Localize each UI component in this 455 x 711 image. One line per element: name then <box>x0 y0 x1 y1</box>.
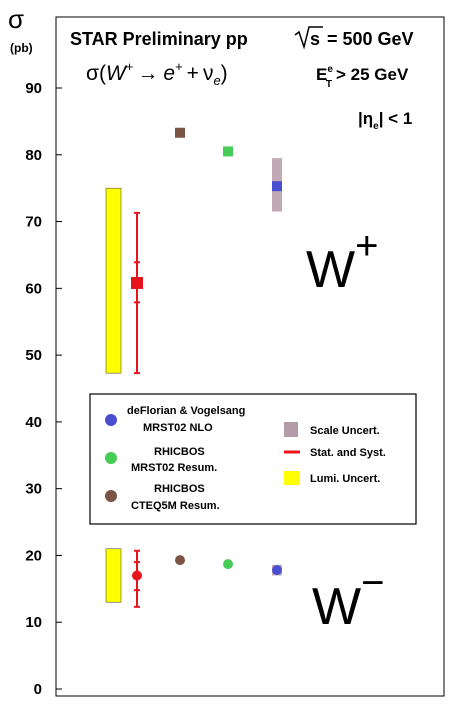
y-axis-ticks: 0 10 20 30 40 50 60 70 80 90 <box>25 80 62 698</box>
theory-rhicbos_cteq-w-minus <box>175 555 185 566</box>
legend-label-rhicbos-cteq-2: CTEQ5M Resum. <box>131 500 220 512</box>
lumi-bar-w-minus <box>105 548 122 603</box>
y-axis-symbol: σ <box>8 4 24 34</box>
y-tick-label-40: 40 <box>25 414 42 431</box>
legend-label-lumi: Lumi. Uncert. <box>310 473 380 485</box>
title-main: STAR Preliminary pp <box>70 29 248 49</box>
legend: deFlorian & Vogelsang MRST02 NLO RHICBOS… <box>89 393 417 525</box>
y-tick-label-0: 0 <box>34 681 42 698</box>
y-tick-label-80: 80 <box>25 147 42 164</box>
eta-cut: |ηe| < 1 <box>358 109 412 132</box>
title-sqrt-s: s <box>310 29 320 49</box>
chart-title: STAR Preliminary pp <box>70 29 248 49</box>
legend-label-stat-syst: Stat. and Syst. <box>310 447 386 459</box>
theory-deflorian-w-minus <box>272 565 282 576</box>
w-minus-label: W− <box>312 561 384 636</box>
measurement-error-bars <box>131 211 143 608</box>
legend-label-rhicbos-mrst-1: RHICBOS <box>154 446 205 458</box>
y-tick-label-20: 20 <box>25 547 42 564</box>
theory-points <box>175 127 282 576</box>
lumi-uncertainty-bars <box>105 187 122 603</box>
legend-label-deflorian-2: MRST02 NLO <box>143 422 213 434</box>
y-tick-label-90: 90 <box>25 80 42 97</box>
legend-label-scale: Scale Uncert. <box>310 425 380 437</box>
et-cut: Ee T> 25 GeV <box>316 64 409 90</box>
legend-marker-rhicbos-mrst <box>105 452 117 464</box>
w-plus-label: W+ <box>306 224 378 299</box>
legend-marker-rhicbos-cteq <box>105 490 117 502</box>
legend-label-deflorian-1: deFlorian & Vogelsang <box>127 405 245 417</box>
lumi-bar-w-plus <box>105 187 122 374</box>
legend-marker-deflorian <box>105 414 117 426</box>
y-tick-label-50: 50 <box>25 347 42 364</box>
legend-marker-scale <box>284 422 298 437</box>
process-formula: σ(W+ → e+ + νe) <box>86 59 228 88</box>
theory-deflorian-w-plus <box>272 181 282 192</box>
theory-rhicbos_cteq-w-plus <box>175 127 185 138</box>
legend-label-rhicbos-mrst-2: MRST02 Resum. <box>131 462 217 474</box>
legend-marker-lumi <box>284 471 300 485</box>
measurement-marker-w-plus <box>131 276 143 289</box>
y-tick-label-10: 10 <box>25 614 42 631</box>
y-axis-unit: (pb) <box>10 41 33 55</box>
y-tick-label-60: 60 <box>25 280 42 297</box>
measurement-marker-w-minus <box>132 570 142 581</box>
legend-box <box>89 393 417 525</box>
theory-rhicbos_mrst-w-plus <box>223 146 233 157</box>
y-tick-label-70: 70 <box>25 214 42 231</box>
title-energy: = 500 GeV <box>327 29 414 49</box>
plot-frame <box>55 16 445 697</box>
theory-rhicbos_mrst-w-minus <box>223 559 233 570</box>
legend-label-rhicbos-cteq-1: RHICBOS <box>154 483 205 495</box>
y-tick-label-30: 30 <box>25 481 42 498</box>
sqrt-s-symbol: s <box>294 26 323 50</box>
